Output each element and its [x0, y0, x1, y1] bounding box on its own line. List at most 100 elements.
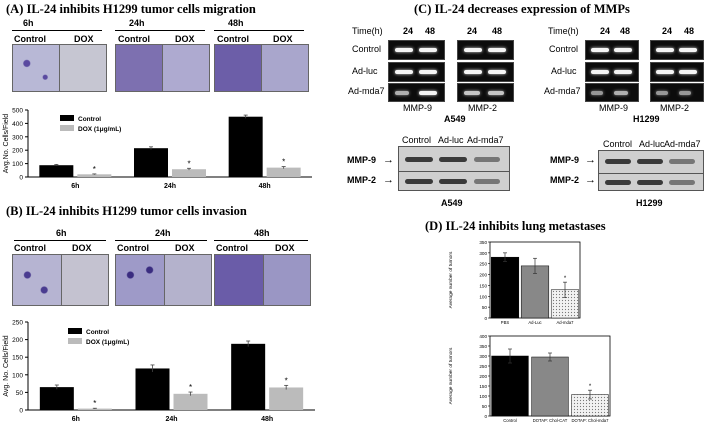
row-admda7-label: Ad-mda7: [348, 86, 385, 96]
y-tick-label: 150: [12, 355, 23, 362]
y-tick-label: 500: [12, 108, 23, 115]
arrow-icon: →: [383, 174, 394, 186]
x-tick-label: Control: [503, 418, 517, 423]
gel-h1299-mmp2-adluc: [650, 62, 704, 82]
hour-label: 24: [600, 26, 611, 36]
row-control-label: Control: [549, 44, 579, 54]
y-tick-label: 50: [482, 404, 488, 409]
legend-label: DOX (1μg/mL): [78, 126, 121, 133]
significance-mark: *: [564, 276, 567, 282]
micrograph-b-48h-control: [214, 254, 264, 306]
panel-b-time-24h: 24h: [155, 228, 171, 238]
bar-control: [135, 368, 170, 410]
gel-a549-mmp2-control: [457, 40, 514, 60]
significance-mark: *: [189, 383, 192, 392]
y-tick-label: 250: [12, 320, 23, 327]
wb-h1299-mmp2: [598, 173, 704, 191]
wb-a549-mmp2: [398, 171, 510, 191]
y-tick-label: 50: [16, 390, 24, 397]
y-tick-label: 200: [479, 374, 487, 379]
cell-line-a549: A549: [441, 198, 463, 208]
panel-b-time-48h: 48h: [254, 228, 270, 238]
hour-label: 48: [684, 26, 695, 36]
panel-a-control-label: Control: [118, 34, 150, 44]
bar-control: [228, 116, 263, 177]
micrograph-a-24h-dox: [162, 44, 210, 92]
panel-b-control-label: Control: [117, 243, 149, 253]
legend-label: Control: [86, 329, 109, 336]
micrograph-a-6h-control: [12, 44, 60, 92]
panel-b-title: (B) IL-24 inhibits H1299 tumor cells inv…: [6, 204, 247, 218]
arrow-icon: →: [383, 154, 394, 166]
wb-row-mmp9: MMP-9: [550, 155, 579, 165]
panel-a-dox-label: DOX: [74, 34, 94, 44]
micrograph-b-6h-control: [12, 254, 62, 306]
panel-a-control-label: Control: [14, 34, 46, 44]
y-tick-label: 200: [12, 337, 23, 344]
panel-b-control-label: Control: [216, 243, 248, 253]
y-tick-label: 200: [12, 148, 23, 155]
y-tick-label: 100: [479, 294, 487, 299]
hour-label: 48: [425, 26, 436, 36]
hour-label: 24: [662, 26, 673, 36]
x-tick-label: 6h: [71, 183, 79, 190]
y-axis-label: Average number of tumors: [448, 347, 454, 404]
y-tick-label: 300: [479, 354, 487, 359]
y-tick-label: 100: [12, 161, 23, 168]
panel-a-time-line: [214, 30, 304, 31]
bar: [490, 256, 520, 319]
cell-line-a549: A549: [444, 114, 466, 124]
panel-c-title: (C) IL-24 decreases expression of MMPs: [414, 2, 630, 16]
micrograph-a-6h-dox: [59, 44, 107, 92]
y-tick-label: 0: [19, 175, 23, 182]
bar: [491, 355, 529, 417]
significance-mark: *: [282, 158, 285, 167]
hour-label: 24: [403, 26, 414, 36]
micrograph-a-24h-control: [115, 44, 163, 92]
y-tick-label: 350: [479, 240, 487, 245]
x-tick-label: 48h: [261, 416, 273, 423]
y-tick-label: 0: [484, 316, 487, 321]
wb-h1299-mmp9: [598, 150, 704, 174]
chart-d2: 0 50 100 150 200 250 300 350 400 Average number o…: [448, 334, 611, 423]
cell-line-h1299: H1299: [633, 114, 660, 124]
panel-a-title: (A) IL-24 inhibits H1299 tumor cells mig…: [6, 2, 256, 16]
micrograph-a-48h-dox: [261, 44, 309, 92]
row-admda7-label: Ad-mda7: [544, 86, 581, 96]
panel-a-dox-label: DOX: [273, 34, 293, 44]
y-tick-label: 200: [479, 273, 487, 278]
y-tick-label: 100: [12, 372, 23, 379]
micrograph-b-6h-dox: [61, 254, 109, 306]
gel-a549-mmp2-adluc: [457, 62, 514, 82]
panel-a-time-line: [12, 30, 102, 31]
arrow-icon: →: [585, 154, 596, 166]
gel-h1299-mmp2-admda7: [650, 83, 704, 102]
y-tick-label: 250: [479, 262, 487, 267]
wb-col-adluc: Ad-luc: [639, 139, 665, 149]
panel-a-time-line: [115, 30, 205, 31]
y-tick-label: 100: [479, 394, 487, 399]
x-tick-label: Ad-Luc: [528, 320, 541, 325]
panel-b-dox-label: DOX: [175, 243, 195, 253]
y-tick-label: 150: [479, 283, 487, 288]
panel-b-dox-label: DOX: [275, 243, 295, 253]
hour-label: 48: [620, 26, 631, 36]
y-tick-label: 50: [482, 305, 488, 310]
wb-row-mmp9: MMP-9: [347, 155, 376, 165]
x-tick-label: DOTAP: Chol-mda7: [572, 418, 610, 423]
time-label: Time(h): [352, 26, 383, 36]
gel-h1299-mmp2-control: [650, 40, 704, 60]
panel-b-dox-label: DOX: [72, 243, 92, 253]
bar: [520, 265, 550, 319]
legend-swatch: [68, 338, 82, 344]
gel-a549-mmp9-adluc: [388, 62, 445, 82]
panel-a-time-24h: 24h: [129, 18, 145, 28]
x-tick-label: PBS: [501, 320, 510, 325]
legend-label: DOX (1μg/mL): [86, 339, 129, 346]
mmp2-label: MMP-2: [660, 103, 689, 113]
wb-col-admda7: Ad-mda7: [467, 135, 504, 145]
significance-mark: *: [285, 376, 288, 385]
bar-control: [39, 387, 74, 410]
significance-mark: *: [187, 159, 190, 168]
hour-label: 48: [492, 26, 503, 36]
